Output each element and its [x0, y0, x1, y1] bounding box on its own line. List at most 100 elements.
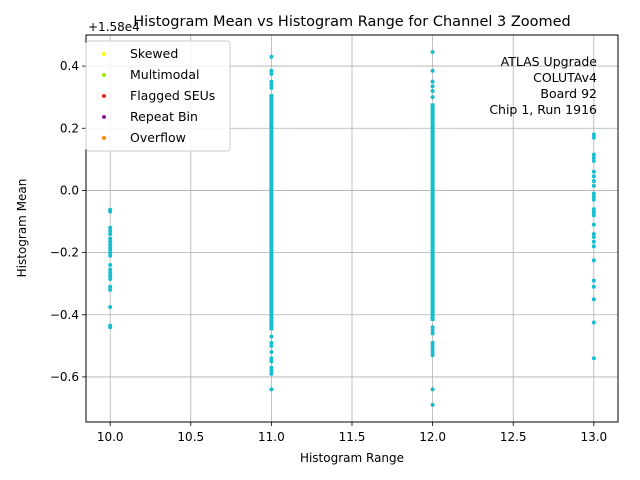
data-point — [430, 95, 435, 100]
data-point — [430, 84, 435, 89]
x-tick-label: 10.0 — [97, 430, 124, 444]
data-point — [591, 169, 596, 174]
data-point — [591, 320, 596, 325]
y-tick-label: 0.0 — [60, 183, 79, 197]
data-point-cluster — [269, 94, 274, 331]
data-point — [591, 132, 596, 137]
data-point — [269, 79, 274, 84]
data-point — [269, 82, 274, 87]
legend-label-skewed: Skewed — [130, 46, 178, 61]
data-point — [591, 222, 596, 227]
data-point — [430, 50, 435, 55]
data-point — [108, 273, 113, 278]
annotation-line-1: ATLAS Upgrade — [501, 54, 598, 69]
data-point — [591, 356, 596, 361]
legend-label-multimodal: Multimodal — [130, 67, 199, 82]
y-ticks: −0.6 −0.4 −0.2 0.0 0.2 0.4 — [50, 59, 86, 384]
legend-marker-skewed — [102, 52, 106, 56]
data-point — [591, 174, 596, 179]
data-point — [591, 183, 596, 188]
data-point — [108, 228, 113, 233]
legend-label-repeat-bin: Repeat Bin — [130, 109, 198, 124]
data-point — [430, 343, 435, 348]
data-point — [108, 239, 113, 244]
data-point — [108, 287, 113, 292]
data-point — [591, 210, 596, 215]
data-point — [591, 239, 596, 244]
y-tick-label: 0.2 — [60, 121, 79, 135]
data-point — [591, 213, 596, 218]
data-point — [430, 346, 435, 351]
data-point — [269, 371, 274, 376]
data-point — [430, 331, 435, 336]
legend-marker-multimodal — [102, 73, 106, 77]
data-point — [591, 231, 596, 236]
data-point — [591, 284, 596, 289]
data-point — [430, 88, 435, 93]
annotation-line-2: COLUTAv4 — [533, 70, 597, 85]
data-point — [591, 191, 596, 196]
data-point — [591, 244, 596, 249]
x-axis-label: Histogram Range — [300, 451, 404, 465]
annotation-line-3: Board 92 — [540, 86, 597, 101]
chart-title: Histogram Mean vs Histogram Range for Ch… — [133, 14, 571, 30]
legend-marker-flagged-seus — [102, 94, 106, 98]
data-point — [591, 194, 596, 199]
data-point — [430, 387, 435, 392]
data-point — [591, 158, 596, 163]
data-point — [108, 304, 113, 309]
data-point — [108, 325, 113, 330]
data-point — [430, 350, 435, 355]
data-point — [108, 277, 113, 282]
annotation-line-4: Chip 1, Run 1916 — [489, 102, 597, 117]
x-tick-label: 11.0 — [258, 430, 285, 444]
data-point — [269, 54, 274, 59]
data-point — [108, 284, 113, 289]
data-point — [591, 278, 596, 283]
legend-marker-repeat-bin — [102, 115, 106, 119]
data-point — [591, 235, 596, 240]
data-point — [269, 359, 274, 364]
data-point — [430, 353, 435, 358]
data-point — [591, 155, 596, 160]
data-point — [108, 250, 113, 255]
data-point — [430, 68, 435, 73]
data-point — [591, 152, 596, 157]
data-point — [591, 258, 596, 263]
points-layer — [108, 50, 596, 407]
legend-marker-overflow — [102, 136, 106, 140]
data-point — [108, 247, 113, 252]
annotation-box: ATLAS Upgrade COLUTAv4 Board 92 Chip 1, … — [489, 54, 597, 117]
x-tick-label: 13.0 — [580, 430, 607, 444]
data-point — [591, 135, 596, 140]
legend-label-flagged-seus: Flagged SEUs — [130, 88, 215, 103]
y-axis-label: Histogram Mean — [15, 179, 29, 278]
data-point — [108, 231, 113, 236]
data-point — [269, 365, 274, 370]
data-point — [430, 402, 435, 407]
data-point-cluster — [430, 103, 435, 321]
y-tick-label: −0.2 — [50, 246, 79, 260]
data-point — [269, 350, 274, 355]
y-tick-label: −0.4 — [50, 308, 79, 322]
x-ticks: 10.0 10.5 11.0 11.5 12.0 12.5 13.0 — [97, 422, 607, 444]
data-point — [269, 340, 274, 345]
data-point — [591, 179, 596, 184]
data-point — [591, 207, 596, 212]
data-point — [430, 340, 435, 345]
legend-box — [85, 40, 231, 152]
data-point — [269, 85, 274, 90]
data-point — [269, 71, 274, 76]
data-point — [269, 334, 274, 339]
y-tick-label: 0.4 — [60, 59, 79, 73]
legend: Skewed Multimodal Flagged SEUs Repeat Bi… — [85, 40, 231, 152]
data-point — [591, 197, 596, 202]
data-point — [108, 267, 113, 272]
data-point — [108, 236, 113, 241]
data-point — [108, 263, 113, 268]
data-point — [269, 368, 274, 373]
data-point — [430, 325, 435, 330]
data-point — [430, 328, 435, 333]
data-point — [269, 387, 274, 392]
